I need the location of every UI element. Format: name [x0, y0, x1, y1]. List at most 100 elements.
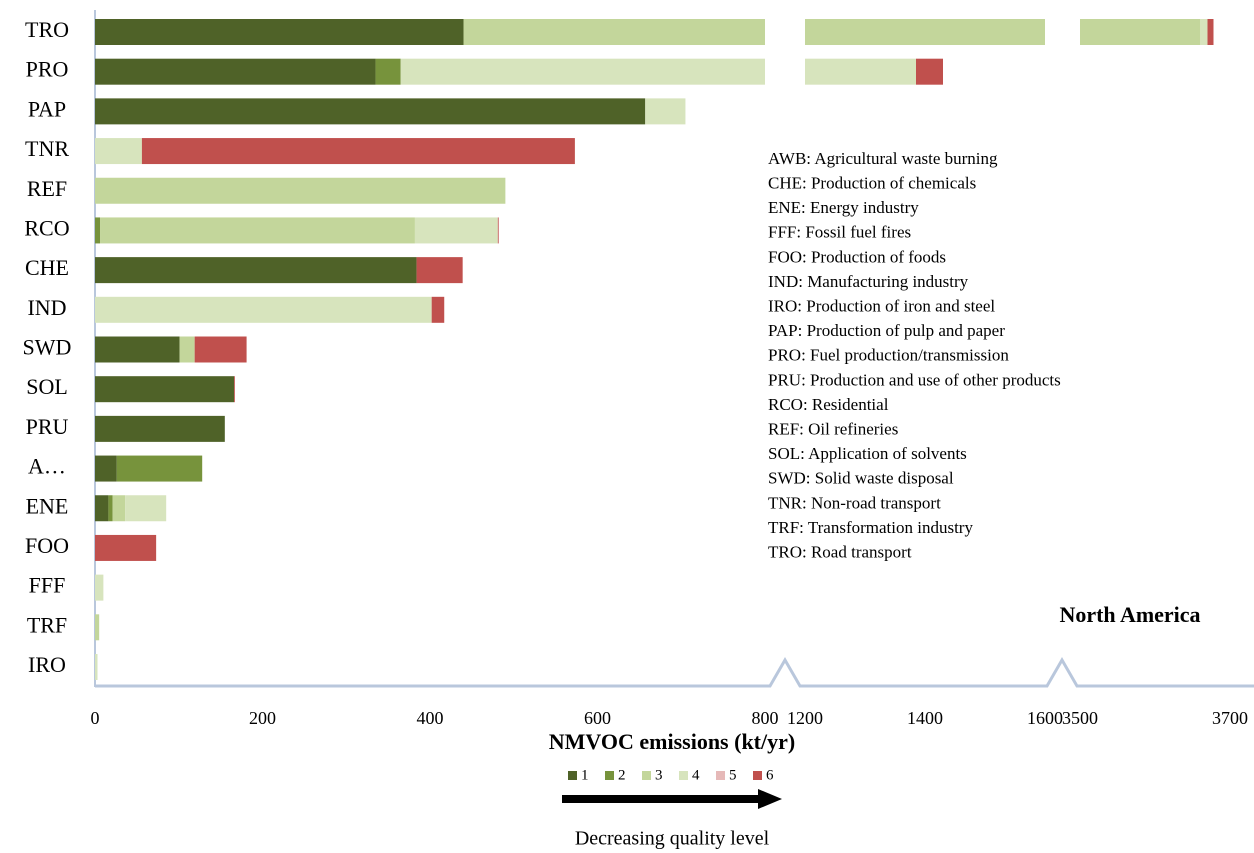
bar-segment — [497, 217, 499, 244]
note: SWD: Solid waste disposal — [768, 469, 954, 488]
y-tick-label: PRO — [26, 57, 69, 82]
x-axis-title: NMVOC emissions (kt/yr) — [549, 729, 795, 754]
note: TRO: Road transport — [768, 543, 912, 562]
bar-segment — [95, 257, 417, 284]
note: ENE: Energy industry — [768, 198, 919, 217]
bar-segment — [95, 19, 464, 45]
x-tick-label: 0 — [91, 708, 100, 728]
bar-segment — [112, 495, 126, 522]
y-tick-label: TRF — [27, 612, 67, 637]
legend-swatch — [716, 771, 725, 780]
bar-segment — [95, 98, 646, 125]
y-tick-label: ENE — [26, 493, 69, 518]
legend-label: 4 — [692, 767, 700, 783]
legend-label: 2 — [618, 767, 626, 783]
bar-segment — [400, 58, 765, 85]
note: RCO: Residential — [768, 395, 889, 414]
y-tick-label: RCO — [24, 215, 69, 240]
note: IRO: Production of iron and steel — [768, 297, 995, 316]
legend-label: 1 — [581, 767, 589, 783]
bar-segment — [116, 455, 203, 482]
y-tick-label: TNR — [25, 136, 69, 161]
bar-segment — [95, 138, 142, 165]
bar-segment — [95, 376, 235, 403]
y-tick-label: CHE — [25, 255, 69, 280]
bar-segment — [95, 574, 104, 601]
y-tick-label: SWD — [23, 335, 72, 360]
note: PRU: Production and use of other product… — [768, 370, 1061, 389]
region-label: North America — [1059, 602, 1200, 627]
bar-segment — [95, 58, 376, 85]
y-tick-label: FOO — [25, 533, 69, 558]
bar-segment — [95, 495, 109, 522]
bar-segment — [95, 415, 225, 442]
y-tick-label: PAP — [28, 96, 66, 121]
quality-label: Decreasing quality level — [575, 828, 770, 850]
y-tick-label: IND — [27, 295, 66, 320]
bar-segment — [805, 19, 1045, 45]
bar-segment — [194, 336, 247, 363]
x-tick-label: 1600 — [1027, 708, 1063, 728]
bar-segment — [416, 257, 463, 284]
bar-segment — [1080, 19, 1200, 45]
x-tick-label: 600 — [584, 708, 611, 728]
x-tick-label: 200 — [249, 708, 276, 728]
note: FOO: Production of foods — [768, 247, 946, 266]
legend-label: 3 — [655, 767, 663, 783]
quality-arrow-head — [758, 789, 782, 809]
y-tick-label: SOL — [26, 374, 68, 399]
legend-label: 5 — [729, 767, 737, 783]
x-tick-label: 1200 — [787, 708, 823, 728]
bar-segment — [95, 177, 506, 204]
note: FFF: Fossil fuel fires — [768, 223, 911, 242]
bar-segment — [179, 336, 195, 363]
bar-segment — [125, 495, 167, 522]
bar-segment — [414, 217, 498, 244]
x-tick-label: 3700 — [1212, 708, 1248, 728]
bar-segment — [95, 455, 117, 482]
bar-segment — [100, 217, 415, 244]
note: REF: Oil refineries — [768, 420, 898, 439]
legend-swatch — [753, 771, 762, 780]
y-tick-label: A… — [28, 454, 66, 479]
bar-segment — [95, 614, 100, 641]
bar-segment — [95, 336, 180, 363]
x-axis — [95, 656, 1254, 688]
y-tick-label: IRO — [28, 652, 66, 677]
bar-segment — [463, 19, 765, 45]
note: PAP: Production of pulp and paper — [768, 321, 1005, 340]
note: AWB: Agricultural waste burning — [768, 149, 998, 168]
legend-swatch — [568, 771, 577, 780]
bar-segment — [108, 495, 113, 522]
bar-segment — [234, 376, 235, 403]
bar-segment — [141, 138, 575, 165]
x-tick-label: 400 — [417, 708, 444, 728]
note: PRO: Fuel production/transmission — [768, 346, 1009, 365]
bar-segment — [95, 296, 432, 323]
bar-segment — [95, 534, 157, 561]
y-tick-label: PRU — [26, 414, 69, 439]
note: TRF: Transformation industry — [768, 518, 973, 537]
note: SOL: Application of solvents — [768, 444, 967, 463]
y-tick-label: REF — [27, 176, 67, 201]
bar-segment — [95, 217, 101, 244]
y-tick-label: TRO — [25, 17, 69, 42]
legend-label: 6 — [766, 767, 774, 783]
y-tick-label: FFF — [29, 573, 66, 598]
note: CHE: Production of chemicals — [768, 174, 976, 193]
x-tick-label: 800 — [752, 708, 779, 728]
bar-segment — [916, 58, 943, 85]
bar-segment — [1200, 19, 1208, 45]
legend-swatch — [642, 771, 651, 780]
bar-segment — [375, 58, 401, 85]
x-tick-label: 3500 — [1062, 708, 1098, 728]
bar-segment — [805, 58, 916, 85]
bar-segment — [431, 296, 445, 323]
legend-swatch — [605, 771, 614, 780]
x-tick-label: 1400 — [907, 708, 943, 728]
bar-segment — [645, 98, 686, 125]
note: IND: Manufacturing industry — [768, 272, 969, 291]
legend-swatch — [679, 771, 688, 780]
bar-segment — [1207, 19, 1214, 45]
